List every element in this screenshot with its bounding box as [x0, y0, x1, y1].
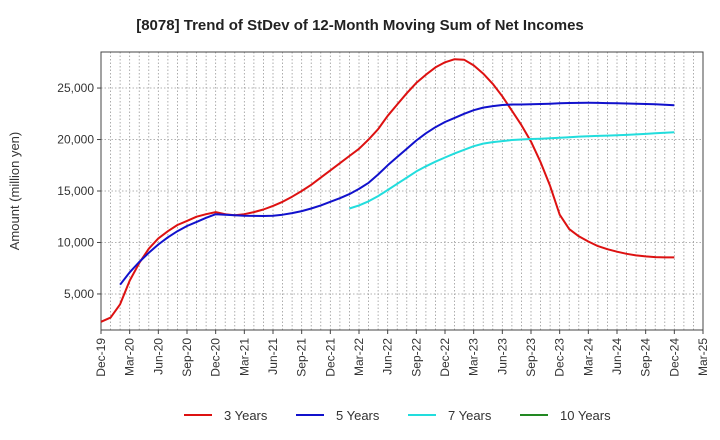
- legend-label: 5 Years: [336, 408, 380, 423]
- x-tick-label: Sep-21: [295, 338, 309, 377]
- x-axis-ticks: Dec-19 Mar-20 Jun-20 Sep-20 Dec-20 Mar-21 Jun-…: [94, 330, 710, 377]
- x-tick-label: Sep-23: [524, 338, 538, 377]
- x-tick-label: Dec-21: [323, 338, 337, 377]
- x-tick-label: Dec-24: [667, 338, 681, 377]
- x-tick-label: Sep-24: [639, 338, 653, 377]
- x-tick-label: Jun-23: [495, 338, 509, 375]
- series-line-3-years: [100, 58, 675, 323]
- x-tick-label: Mar-23: [467, 338, 481, 376]
- series-line-7-years: [349, 131, 675, 210]
- x-tick-label: Jun-24: [610, 338, 624, 375]
- legend-label: 7 Years: [448, 408, 492, 423]
- y-tick-label: 25,000: [57, 81, 94, 95]
- x-tick-label: Dec-20: [209, 338, 223, 377]
- legend: 3 Years 5 Years 7 Years 10 Years: [184, 408, 611, 423]
- y-tick-label: 20,000: [57, 133, 94, 147]
- x-tick-label: Dec-19: [94, 338, 108, 377]
- x-tick-label: Dec-22: [438, 338, 452, 377]
- y-tick-label: 10,000: [57, 235, 94, 249]
- x-tick-label: Dec-23: [553, 338, 567, 377]
- x-tick-label: Jun-20: [151, 338, 165, 375]
- chart-title: [8078] Trend of StDev of 12-Month Moving…: [136, 17, 584, 34]
- series-lines: [100, 58, 675, 323]
- x-tick-label: Mar-21: [237, 338, 251, 376]
- legend-label: 3 Years: [224, 408, 268, 423]
- x-tick-label: Mar-20: [123, 338, 137, 376]
- x-tick-label: Sep-22: [409, 338, 423, 377]
- y-tick-label: 5,000: [64, 287, 94, 301]
- legend-label: 10 Years: [560, 408, 611, 423]
- y-axis-ticks: 5,000 10,000 15,000 20,000 25,000: [57, 81, 101, 301]
- grid: [101, 52, 703, 330]
- x-tick-label: Sep-20: [180, 338, 194, 377]
- x-tick-label: Mar-22: [352, 338, 366, 376]
- x-tick-label: Jun-21: [266, 338, 280, 375]
- series-line-5-years: [119, 101, 675, 286]
- y-tick-label: 15,000: [57, 184, 94, 198]
- x-tick-label: Jun-22: [381, 338, 395, 375]
- y-axis-label: Amount (million yen): [7, 132, 22, 251]
- x-tick-label: Mar-24: [581, 338, 595, 376]
- x-tick-label: Mar-25: [696, 338, 710, 376]
